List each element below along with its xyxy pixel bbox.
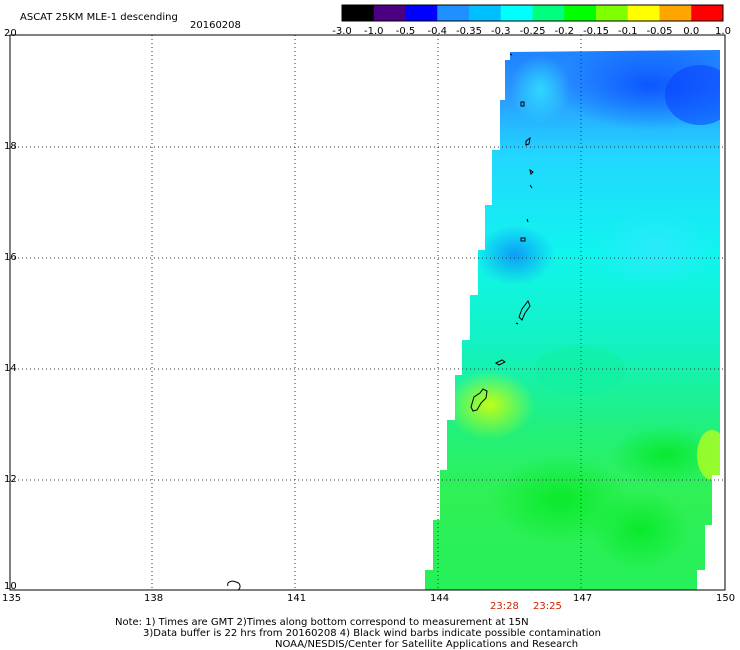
lat-lon-grid [10, 35, 725, 590]
colorbar-tick-label: -1.0 [363, 26, 384, 37]
lon-label-141: 141 [287, 593, 307, 604]
footer-note-line: 3)Data buffer is 22 hrs from 20160208 4)… [143, 628, 601, 639]
colorbar-tick-label: -0.4 [427, 26, 448, 37]
colorbar-tick-label: -0.5 [395, 26, 416, 37]
colorbar-segment [500, 5, 533, 21]
colorbar-segment [659, 5, 692, 21]
colorbar-segment [373, 5, 406, 21]
footer-notes: Note: 1) Times are GMT 2)Times along bot… [115, 617, 601, 650]
lat-label-14: 14 [4, 363, 17, 374]
colorbar-tick-label: 0.0 [683, 26, 700, 37]
colorbar-segment [627, 5, 660, 21]
colorbar-segment [532, 5, 565, 21]
lon-label-150: 150 [716, 593, 736, 604]
lon-label-144: 144 [430, 593, 450, 604]
colorbar-border [341, 4, 724, 22]
pass-time-label: 23:25 [533, 601, 562, 612]
colorbar-segment [437, 5, 470, 21]
colorbar-segment [405, 5, 438, 21]
lat-label-10: 10 [4, 581, 17, 592]
map-title: ASCAT 25KM MLE-1 descending [20, 12, 178, 23]
colorbar-tick-label: -0.15 [583, 26, 609, 37]
lat-label-20: 20 [4, 28, 17, 39]
lon-label-138: 138 [144, 593, 164, 604]
colorbar-segment [691, 5, 724, 21]
colorbar-tick-label: -0.35 [456, 26, 482, 37]
map-date: 20160208 [190, 20, 241, 31]
colorbar-tick-label: -0.25 [519, 26, 546, 37]
footer-credit: NOAA/NESDIS/Center for Satellite Applica… [275, 639, 579, 650]
lat-label-12: 12 [4, 474, 17, 485]
pass-time-label: 23:28 [490, 601, 519, 612]
plot-frame [9, 34, 726, 591]
colorbar-segment [342, 5, 375, 21]
colorbar-segment [564, 5, 597, 21]
colorbar-tick-label: -0.3 [490, 26, 511, 37]
ascat-swath [425, 50, 720, 590]
colorbar [341, 4, 724, 22]
lon-label-135: 135 [2, 593, 22, 604]
colorbar-tick-label: -3.0 [332, 26, 352, 37]
colorbar-tick-label: -0.05 [646, 26, 673, 37]
lon-label-147: 147 [573, 593, 593, 604]
island-outlines [227, 53, 534, 591]
colorbar-tick-label: -0.2 [554, 26, 575, 37]
colorbar-tick-label: -0.1 [617, 26, 638, 37]
lat-label-18: 18 [4, 141, 17, 152]
colorbar-tick-label: 1.0 [715, 26, 731, 37]
lat-label-16: 16 [4, 252, 17, 263]
colorbar-segment [596, 5, 629, 21]
footer-note-line: Note: 1) Times are GMT 2)Times along bot… [115, 617, 529, 628]
colorbar-segment [469, 5, 502, 21]
